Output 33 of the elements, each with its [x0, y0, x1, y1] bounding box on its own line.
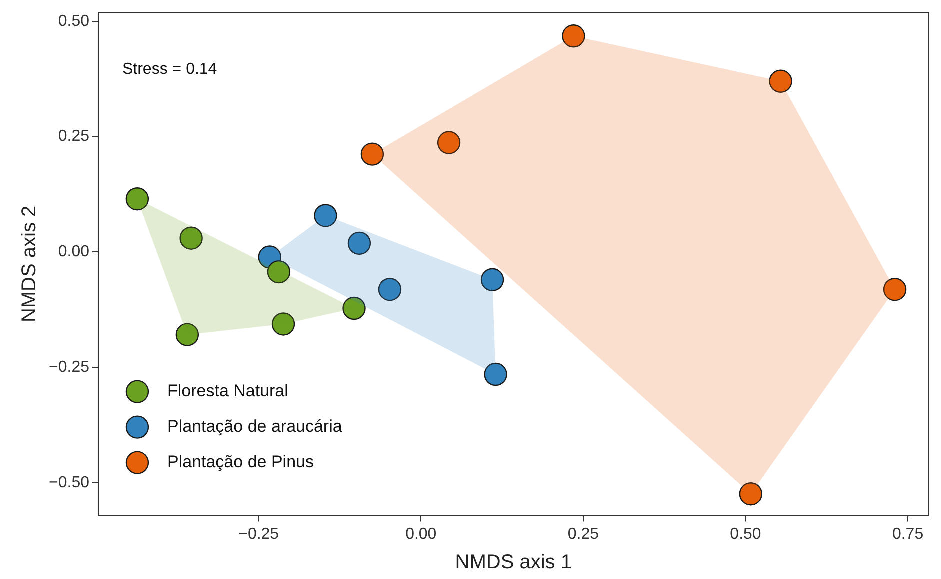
point — [883, 278, 907, 302]
x-tick-label: 0.25 — [568, 526, 600, 543]
point — [348, 232, 372, 256]
point — [378, 278, 402, 302]
point — [272, 312, 296, 336]
point — [739, 482, 763, 506]
legend-label: Floresta Natural — [167, 381, 288, 400]
point — [562, 24, 586, 48]
y-axis-title: NMDS axis 2 — [18, 206, 41, 323]
point — [267, 260, 291, 284]
y-tick-label: 0.50 — [58, 12, 90, 30]
x-axis-title: NMDS axis 1 — [455, 552, 572, 574]
legend-label: Plantação de araucária — [167, 416, 343, 436]
annotation: Stress = 0.14 — [122, 61, 218, 78]
x-tick-label: 0.00 — [406, 526, 437, 543]
point — [437, 131, 461, 154]
point — [314, 204, 338, 228]
x-tick-label: 0.50 — [730, 526, 762, 543]
legend-label: Plantação de Pinus — [167, 452, 314, 472]
point — [180, 226, 203, 250]
x-tick-label: 0.75 — [892, 526, 924, 543]
point — [176, 323, 200, 346]
y-tick-label: 0.00 — [58, 244, 90, 261]
point — [480, 268, 504, 292]
point — [484, 362, 508, 386]
point — [769, 70, 792, 93]
point — [360, 142, 384, 166]
y-tick-label: −0.25 — [49, 359, 90, 376]
point — [342, 296, 366, 320]
x-tick-label: −0.25 — [238, 526, 280, 543]
y-tick-label: 0.25 — [58, 128, 90, 146]
y-tick-label: −0.50 — [49, 474, 90, 492]
point — [126, 188, 150, 211]
